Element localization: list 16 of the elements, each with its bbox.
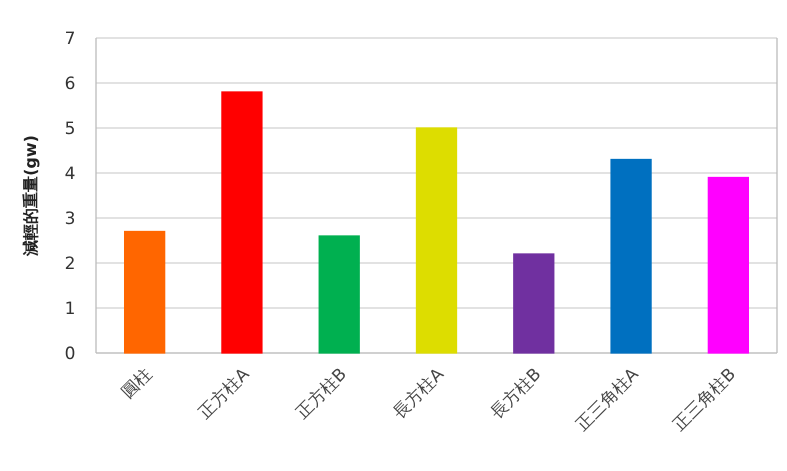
x-tick-label: 正三角柱A (572, 364, 643, 435)
x-tick-label: 長方柱A (390, 364, 448, 423)
y-tick-label: 0 (64, 344, 76, 364)
x-tick-label: 正三角柱B (669, 364, 740, 435)
y-tick-label: 6 (64, 74, 76, 94)
y-tick-label: 4 (64, 164, 76, 184)
y-tick-label: 5 (64, 119, 76, 139)
y-tick-label: 3 (64, 209, 76, 229)
x-tick-label: 圓柱 (118, 364, 156, 403)
x-tick-label: 長方柱B (486, 364, 546, 423)
x-tick-label: 正方柱B (292, 364, 351, 423)
y-tick-label: 2 (64, 254, 76, 274)
y-tick-label: 1 (64, 299, 76, 319)
x-tick-label: 正方柱A (195, 364, 254, 423)
y-axis-title: 減輕的重量(gw) (21, 135, 40, 257)
y-tick-label: 7 (64, 29, 76, 49)
